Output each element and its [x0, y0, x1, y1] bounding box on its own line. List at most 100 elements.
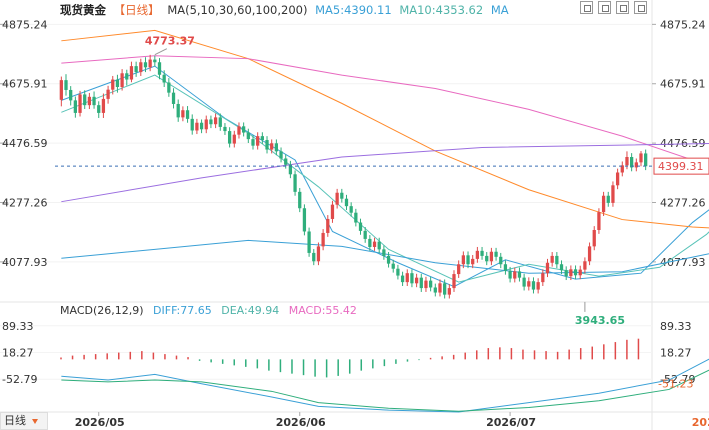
candle-up [587, 246, 592, 262]
candle-down [167, 82, 171, 93]
candle-down [358, 222, 363, 231]
candle-down [517, 271, 522, 278]
candle-up [578, 269, 582, 276]
candle-down [377, 241, 381, 250]
candle-down [499, 256, 503, 265]
candle-down [218, 117, 222, 127]
candle-down [503, 264, 508, 271]
candle-up [471, 258, 475, 265]
candle-down [419, 277, 423, 289]
macd-label[interactable]: MACD(26,12,9) [60, 304, 144, 317]
candle-down [190, 118, 194, 131]
zoom-in-icon[interactable] [598, 1, 611, 14]
candle-down [242, 126, 246, 133]
candle-up [475, 250, 480, 259]
date-tick-label: 2026/08/14 星期五 [692, 415, 709, 429]
ma-settings-label[interactable]: MA(5,10,30,60,100,200) [167, 3, 308, 17]
candle-down [363, 230, 367, 239]
candle-up [597, 212, 601, 230]
candle-up [447, 288, 451, 295]
price-tick-label-left: 4277.26 [2, 197, 48, 210]
candle-up [620, 165, 624, 173]
ma-line-ma10 [61, 74, 709, 283]
candle-down [573, 269, 578, 276]
candle-up [489, 251, 494, 262]
candle-up [321, 232, 325, 247]
macd-header: MACD(26,12,9) DIFF:77.65 DEA:49.94 MACD:… [60, 304, 363, 317]
price-tick-label-left: 4476.59 [2, 137, 48, 150]
current-price-tag [653, 157, 709, 175]
candle-up [424, 280, 428, 289]
candle-down [368, 238, 372, 247]
macd-tick-label-right: 89.33 [660, 320, 692, 333]
period-label[interactable]: 【日线】 [113, 3, 160, 17]
candle-down [274, 143, 279, 152]
candle-up [256, 136, 260, 146]
candle-down [199, 122, 204, 130]
expand-icon[interactable] [634, 1, 647, 14]
candle-up [414, 277, 419, 284]
candle-up [111, 79, 115, 90]
date-tick-label: 2026/07 [486, 416, 536, 429]
candle-up [181, 110, 185, 118]
candle-up [330, 204, 335, 219]
candle-down [410, 273, 414, 284]
candle-down [349, 206, 353, 213]
candle-down [227, 131, 232, 144]
candle-down [307, 231, 311, 253]
candle-down [386, 255, 391, 264]
candle-up [204, 119, 208, 130]
candle-down [466, 255, 470, 265]
candle-down [97, 105, 101, 113]
candle-down [396, 268, 400, 276]
candle-down [340, 192, 344, 199]
candle-down [73, 100, 77, 113]
candle-down [428, 280, 433, 288]
macd-tick-label-left: 18.27 [2, 346, 34, 359]
dea-value: DEA:49.94 [221, 304, 280, 317]
zoom-out-icon[interactable] [616, 1, 629, 14]
candle-down [382, 249, 386, 256]
price-tick-label-left: 4077.93 [2, 256, 48, 269]
candle-down [162, 74, 166, 83]
candle-up [513, 271, 517, 279]
macd-tick-label-left: 89.33 [2, 320, 34, 333]
macd-line-diff [61, 358, 709, 413]
candle-up [405, 273, 409, 283]
candle-down [153, 59, 157, 63]
current-macd-label: -51.23 [658, 378, 693, 391]
candle-down [564, 270, 568, 277]
candle-up [601, 195, 606, 213]
candle-up [372, 241, 377, 247]
candle-down [559, 264, 564, 271]
date-tick-label: 2026/06 [276, 416, 326, 429]
macd-tick-label-right: 18.27 [660, 346, 692, 359]
candle-down [443, 283, 447, 295]
candle-down [400, 275, 405, 283]
annotation-leader [154, 48, 168, 56]
crosshair-icon[interactable] [580, 1, 593, 14]
annotation-label: 3943.65 [575, 314, 625, 327]
candle-down [115, 79, 120, 87]
candle-up [527, 281, 531, 287]
candle-up [536, 282, 540, 290]
candle-down [69, 89, 73, 101]
price-tick-label-right: 4675.91 [660, 78, 706, 91]
candle-up [232, 134, 236, 144]
candle-down [344, 198, 349, 207]
candle-up [625, 157, 629, 166]
period-selector[interactable]: 日线 [0, 412, 48, 430]
candle-down [134, 66, 138, 73]
candle-up [106, 89, 110, 99]
candle-up [569, 269, 573, 277]
candle-down [246, 132, 250, 140]
macd-tick-label-right: -52.79 [660, 373, 695, 386]
candle-up [59, 80, 63, 100]
candle-up [213, 117, 218, 125]
candle-up [634, 162, 638, 168]
ma-more-label: MA [490, 3, 509, 17]
ma-line-ma60 [61, 55, 709, 163]
ma-line-ma_b [61, 239, 709, 274]
candle-down [223, 126, 227, 132]
